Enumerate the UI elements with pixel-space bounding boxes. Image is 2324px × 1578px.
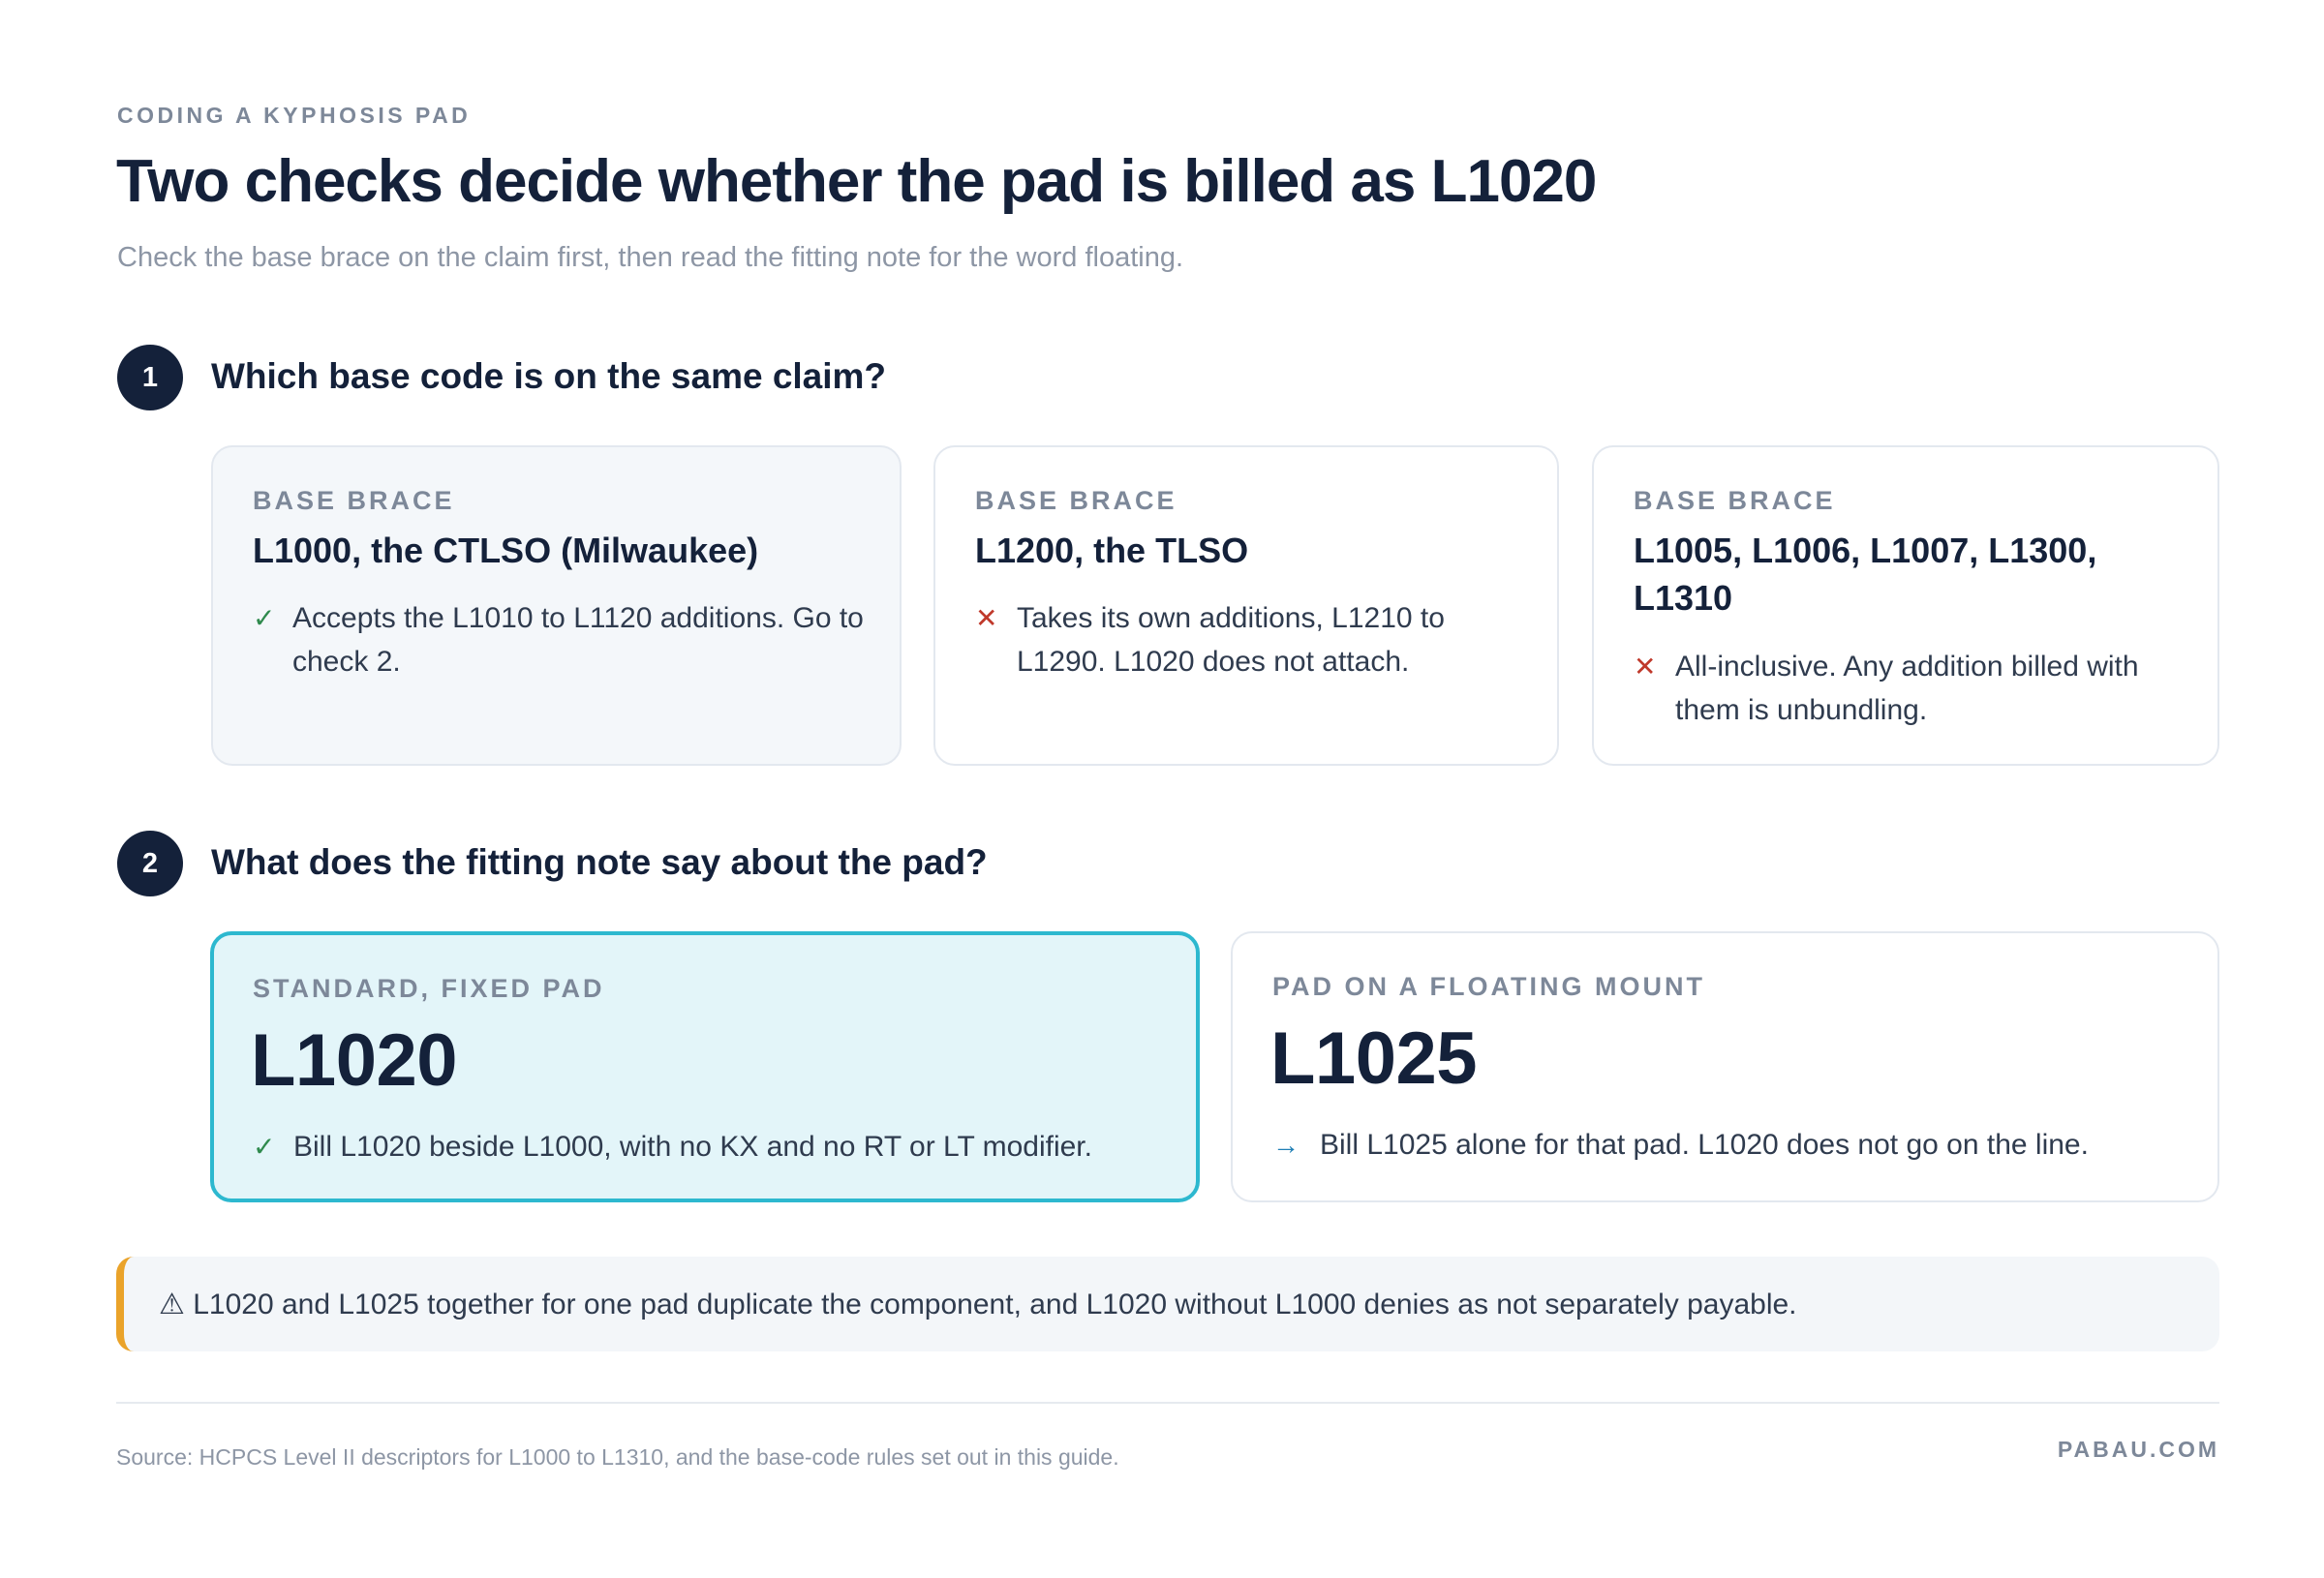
step-1-badge: 1 bbox=[117, 345, 183, 410]
check-icon: ✓ bbox=[253, 1132, 276, 1162]
card-code: L1000, the CTLSO (Milwaukee) bbox=[253, 531, 759, 570]
x-icon: ✕ bbox=[1634, 652, 1657, 682]
x-icon: ✕ bbox=[975, 603, 998, 633]
page-subtitle: Check the base brace on the claim first,… bbox=[117, 242, 1184, 273]
card-text: All-inclusive. Any addition billed with … bbox=[1675, 651, 2139, 726]
card-label: PAD ON A FLOATING MOUNT bbox=[1272, 972, 1705, 1001]
base-brace-card-l1000: BASE BRACE L1000, the CTLSO (Milwaukee) … bbox=[211, 445, 902, 766]
card-code: L1005, L1006, L1007, L1300, L1310 bbox=[1634, 531, 2097, 618]
brand-link[interactable]: PABAU.COM bbox=[2057, 1437, 2219, 1462]
source-note: Source: HCPCS Level II descriptors for L… bbox=[116, 1444, 1119, 1470]
card-label: BASE BRACE bbox=[253, 486, 455, 515]
card-text: Bill L1020 beside L1000, with no KX and … bbox=[293, 1131, 1092, 1163]
card-text: Takes its own additions, L1210 to L1290.… bbox=[1017, 602, 1445, 678]
card-code: L1025 bbox=[1270, 1017, 1478, 1100]
card-label: BASE BRACE bbox=[1634, 486, 1836, 515]
eyebrow: CODING A KYPHOSIS PAD bbox=[117, 103, 472, 128]
card-code: L1200, the TLSO bbox=[975, 531, 1249, 570]
card-label: BASE BRACE bbox=[975, 486, 1177, 515]
page-title: Two checks decide whether the pad is bil… bbox=[116, 148, 1597, 215]
floating-mount-card: PAD ON A FLOATING MOUNT L1025 → Bill L10… bbox=[1231, 931, 2219, 1202]
step-1-question: Which base code is on the same claim? bbox=[211, 356, 887, 396]
callout-text: ⚠ L1020 and L1025 together for one pad d… bbox=[159, 1288, 1797, 1320]
base-brace-card-all-inclusive: BASE BRACE L1005, L1006, L1007, L1300, L… bbox=[1592, 445, 2219, 766]
arrow-right-icon: → bbox=[1272, 1130, 1300, 1160]
divider bbox=[116, 1402, 2219, 1404]
fixed-pad-card: STANDARD, FIXED PAD L1020 ✓ Bill L1020 b… bbox=[210, 931, 1200, 1202]
check-icon: ✓ bbox=[253, 603, 276, 633]
card-label: STANDARD, FIXED PAD bbox=[253, 974, 605, 1003]
step-2-question: What does the fitting note say about the… bbox=[211, 842, 988, 882]
step-2-badge: 2 bbox=[117, 831, 183, 896]
base-brace-card-l1200: BASE BRACE L1200, the TLSO ✕ Takes its o… bbox=[933, 445, 1559, 766]
card-text: Accepts the L1010 to L1120 additions. Go… bbox=[292, 602, 864, 678]
card-text: Bill L1025 alone for that pad. L1020 doe… bbox=[1320, 1129, 2089, 1161]
warning-callout: ⚠ L1020 and L1025 together for one pad d… bbox=[116, 1257, 2219, 1351]
card-code: L1020 bbox=[251, 1019, 458, 1102]
